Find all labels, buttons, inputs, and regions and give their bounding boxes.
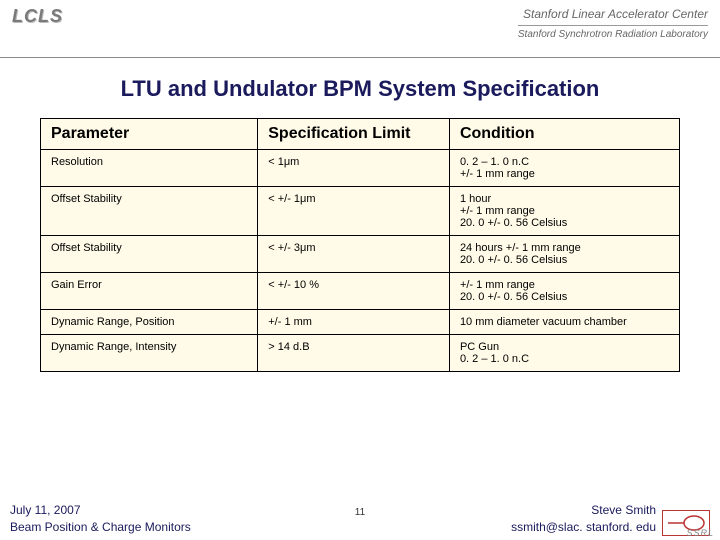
header-bar: LCLS Stanford Linear Accelerator Center … xyxy=(0,0,720,58)
cell-parameter: Dynamic Range, Intensity xyxy=(41,335,258,372)
footer-author: Steve Smith xyxy=(511,502,656,519)
cell-condition: 1 hour +/- 1 mm range 20. 0 +/- 0. 56 Ce… xyxy=(449,187,679,236)
cell-spec: > 14 d.B xyxy=(258,335,450,372)
cell-parameter: Gain Error xyxy=(41,273,258,310)
footer-date: July 11, 2007 xyxy=(10,502,191,519)
cell-parameter: Offset Stability xyxy=(41,236,258,273)
page-number: 11 xyxy=(355,507,365,518)
cell-condition: +/- 1 mm range 20. 0 +/- 0. 56 Celsius xyxy=(449,273,679,310)
lcls-logo: LCLS xyxy=(12,6,63,27)
cell-parameter: Dynamic Range, Position xyxy=(41,310,258,335)
footer-right: Steve Smith ssmith@slac. stanford. edu xyxy=(511,502,710,536)
table-row: Offset Stability< +/- 1μm1 hour +/- 1 mm… xyxy=(41,187,680,236)
spec-table: Parameter Specification Limit Condition … xyxy=(40,118,680,372)
institution-line2: Stanford Synchrotron Radiation Laborator… xyxy=(518,25,708,42)
col-header-spec: Specification Limit xyxy=(258,119,450,150)
cell-spec: +/- 1 mm xyxy=(258,310,450,335)
cell-spec: < +/- 3μm xyxy=(258,236,450,273)
cell-spec: < +/- 10 % xyxy=(258,273,450,310)
footer-email: ssmith@slac. stanford. edu xyxy=(511,519,656,536)
footer-left: July 11, 2007 Beam Position & Charge Mon… xyxy=(10,502,191,536)
institution-block: Stanford Linear Accelerator Center Stanf… xyxy=(518,6,708,42)
cell-condition: 0. 2 – 1. 0 n.C +/- 1 mm range xyxy=(449,150,679,187)
slide-title: LTU and Undulator BPM System Specificati… xyxy=(0,76,720,102)
col-header-condition: Condition xyxy=(449,119,679,150)
table-row: Dynamic Range, Intensity> 14 d.BPC Gun 0… xyxy=(41,335,680,372)
table-header-row: Parameter Specification Limit Condition xyxy=(41,119,680,150)
table-row: Dynamic Range, Position+/- 1 mm10 mm dia… xyxy=(41,310,680,335)
ssrl-tag: SSRL xyxy=(686,528,714,538)
table-row: Resolution< 1μm0. 2 – 1. 0 n.C +/- 1 mm … xyxy=(41,150,680,187)
cell-condition: 24 hours +/- 1 mm range 20. 0 +/- 0. 56 … xyxy=(449,236,679,273)
cell-condition: 10 mm diameter vacuum chamber xyxy=(449,310,679,335)
cell-parameter: Offset Stability xyxy=(41,187,258,236)
table-row: Offset Stability< +/- 3μm24 hours +/- 1 … xyxy=(41,236,680,273)
cell-condition: PC Gun 0. 2 – 1. 0 n.C xyxy=(449,335,679,372)
col-header-parameter: Parameter xyxy=(41,119,258,150)
cell-parameter: Resolution xyxy=(41,150,258,187)
cell-spec: < +/- 1μm xyxy=(258,187,450,236)
footer: July 11, 2007 Beam Position & Charge Mon… xyxy=(0,496,720,540)
footer-subtitle: Beam Position & Charge Monitors xyxy=(10,519,191,536)
table-row: Gain Error< +/- 10 %+/- 1 mm range 20. 0… xyxy=(41,273,680,310)
cell-spec: < 1μm xyxy=(258,150,450,187)
institution-line1: Stanford Linear Accelerator Center xyxy=(518,6,708,23)
